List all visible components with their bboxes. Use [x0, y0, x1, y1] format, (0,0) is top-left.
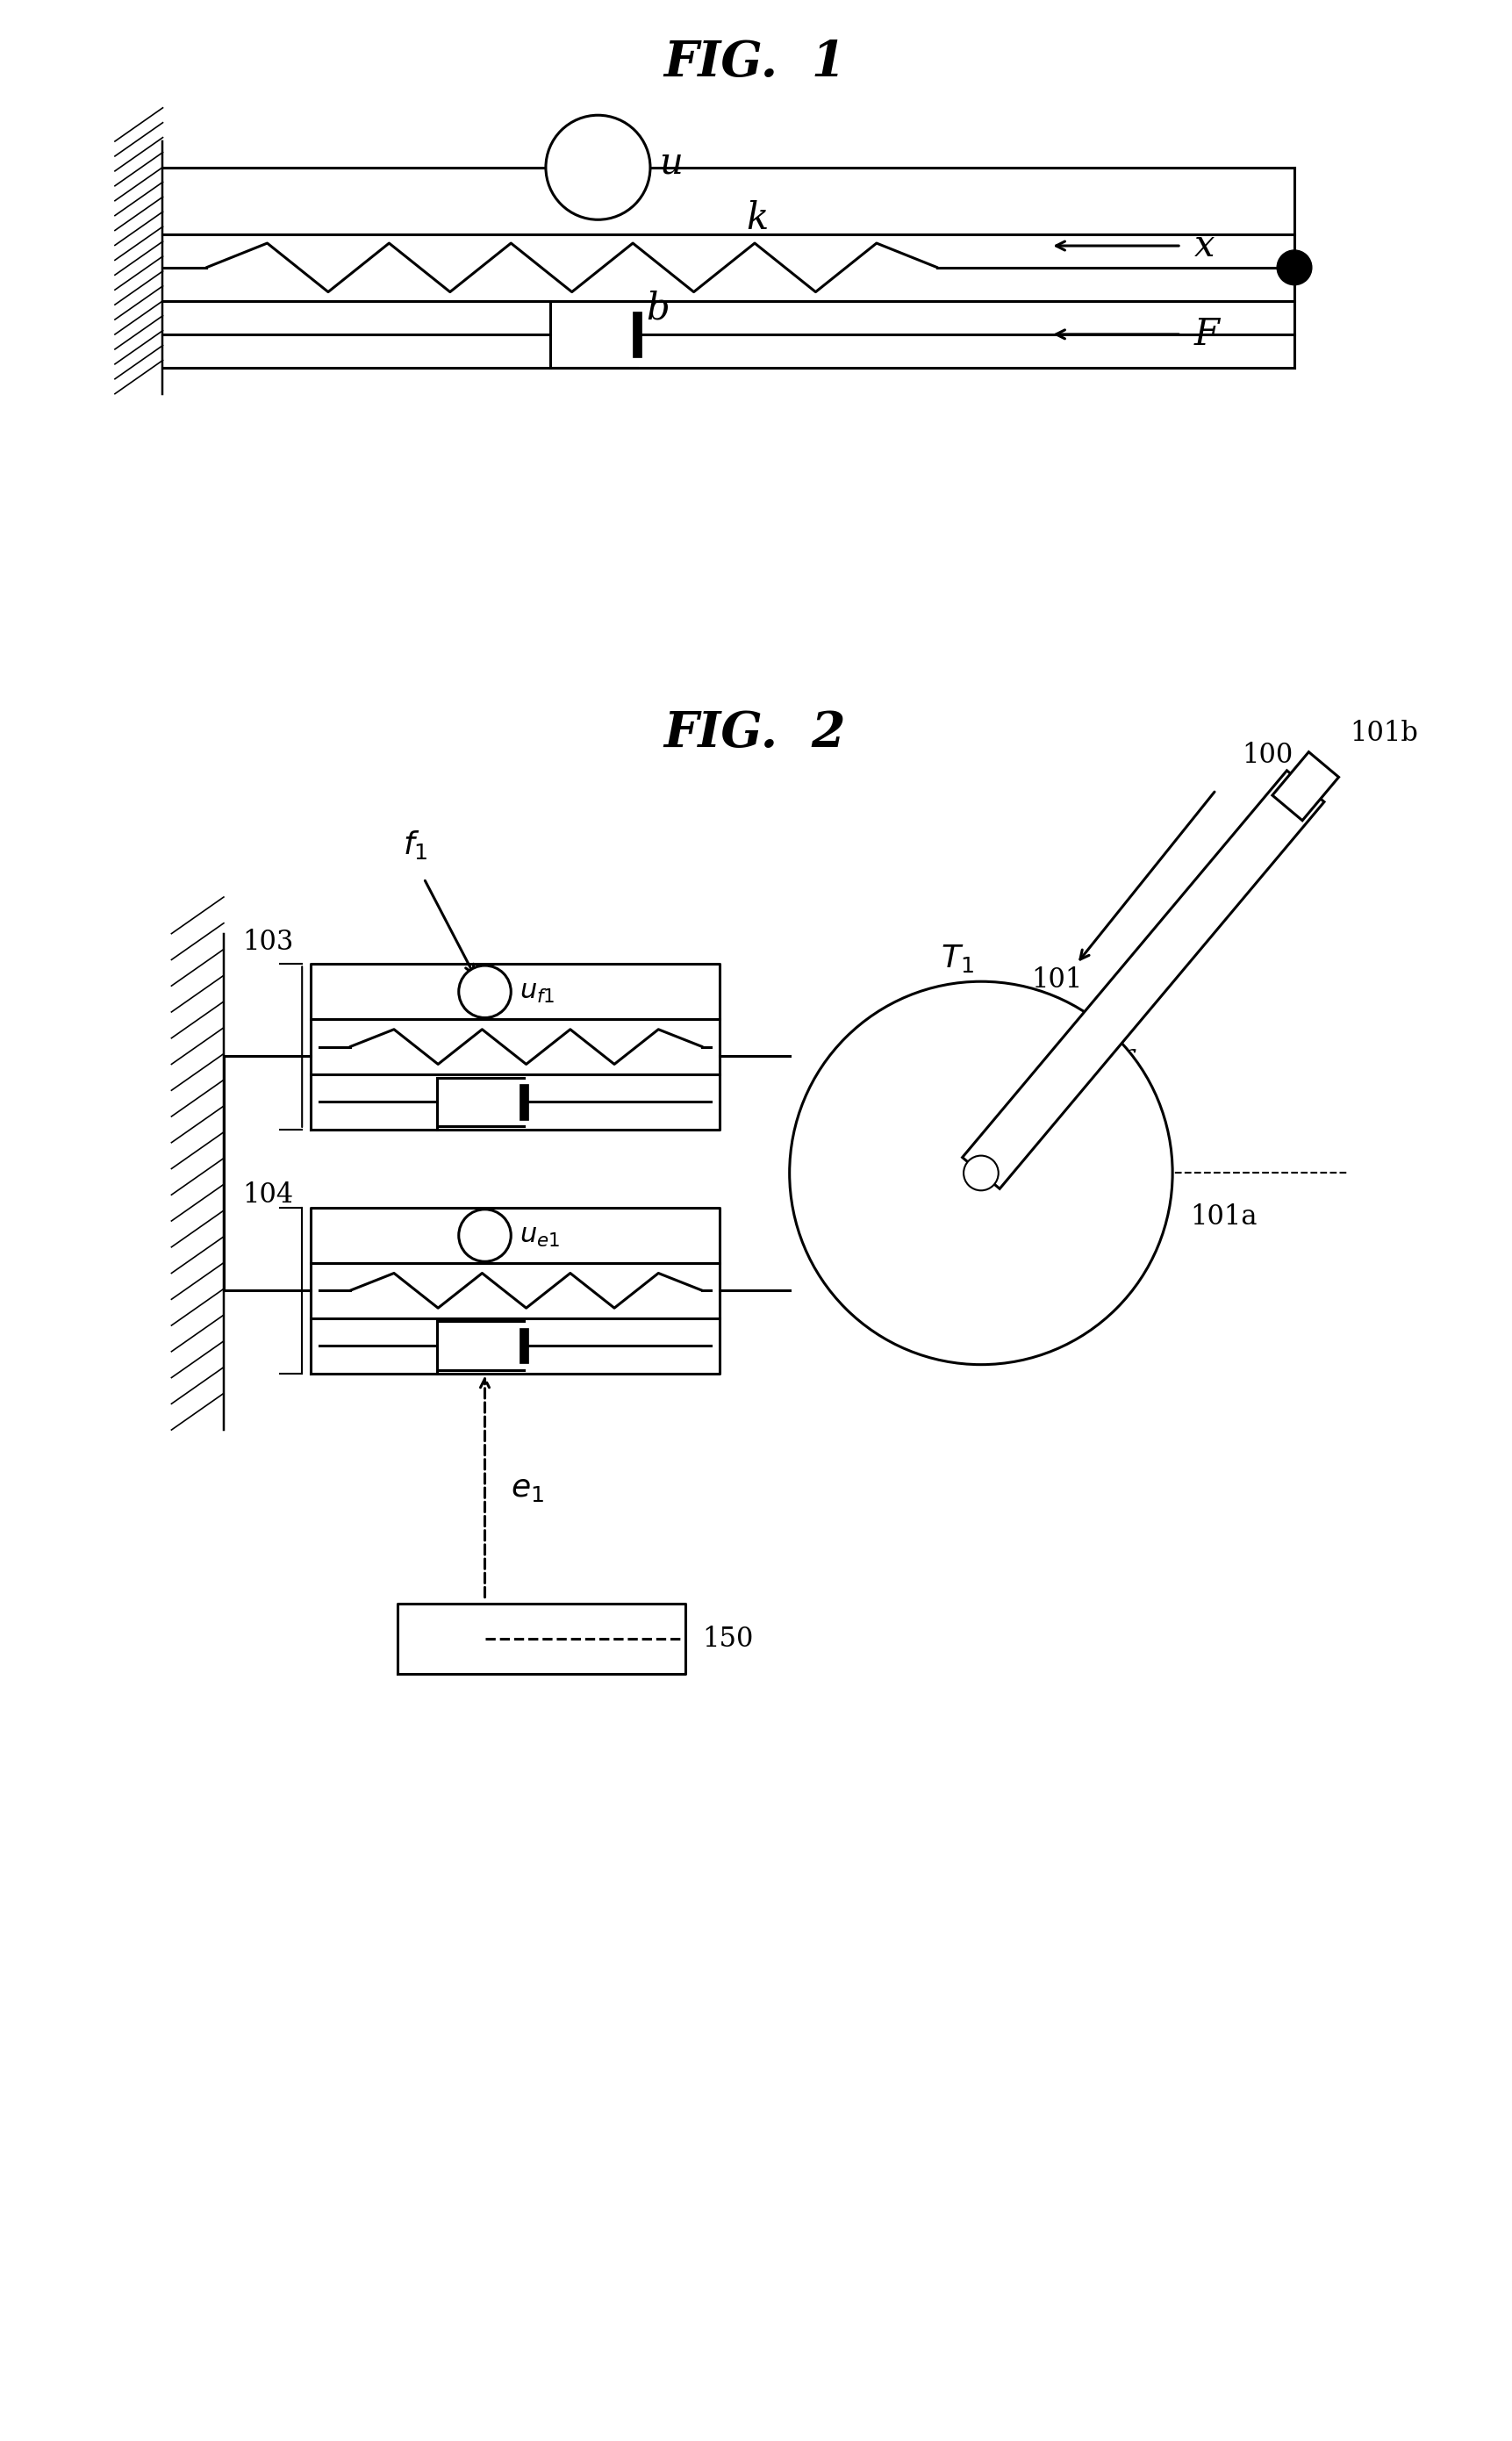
Text: 103: 103 [242, 928, 293, 957]
Text: $\theta$: $\theta$ [1067, 1128, 1087, 1157]
Text: $f_1$: $f_1$ [402, 827, 428, 862]
Text: FIG.  2: FIG. 2 [664, 710, 845, 757]
Text: u: u [659, 144, 682, 181]
Text: 101a: 101a [1190, 1203, 1256, 1230]
Text: 104: 104 [242, 1181, 293, 1208]
Text: $T_1$: $T_1$ [940, 942, 974, 974]
Text: b: b [646, 290, 670, 327]
Text: 150: 150 [703, 1626, 753, 1653]
Text: $u_{f1}$: $u_{f1}$ [520, 979, 555, 1006]
Circle shape [963, 1155, 998, 1191]
Polygon shape [962, 771, 1325, 1189]
Text: $e_1$: $e_1$ [511, 1474, 544, 1504]
Circle shape [789, 981, 1172, 1365]
Circle shape [458, 967, 511, 1018]
Circle shape [1278, 249, 1312, 286]
Text: F: F [1194, 315, 1220, 354]
Text: k: k [745, 200, 768, 237]
Text: 101: 101 [1031, 967, 1083, 993]
Text: FIG.  1: FIG. 1 [664, 39, 845, 88]
Circle shape [458, 1208, 511, 1262]
Text: x: x [1194, 227, 1216, 264]
Text: r: r [1120, 1042, 1134, 1072]
Text: $u_{e1}$: $u_{e1}$ [520, 1223, 559, 1250]
Polygon shape [1273, 752, 1338, 820]
Text: 100: 100 [1243, 742, 1293, 769]
Text: 101b: 101b [1350, 720, 1418, 747]
Circle shape [546, 115, 650, 220]
